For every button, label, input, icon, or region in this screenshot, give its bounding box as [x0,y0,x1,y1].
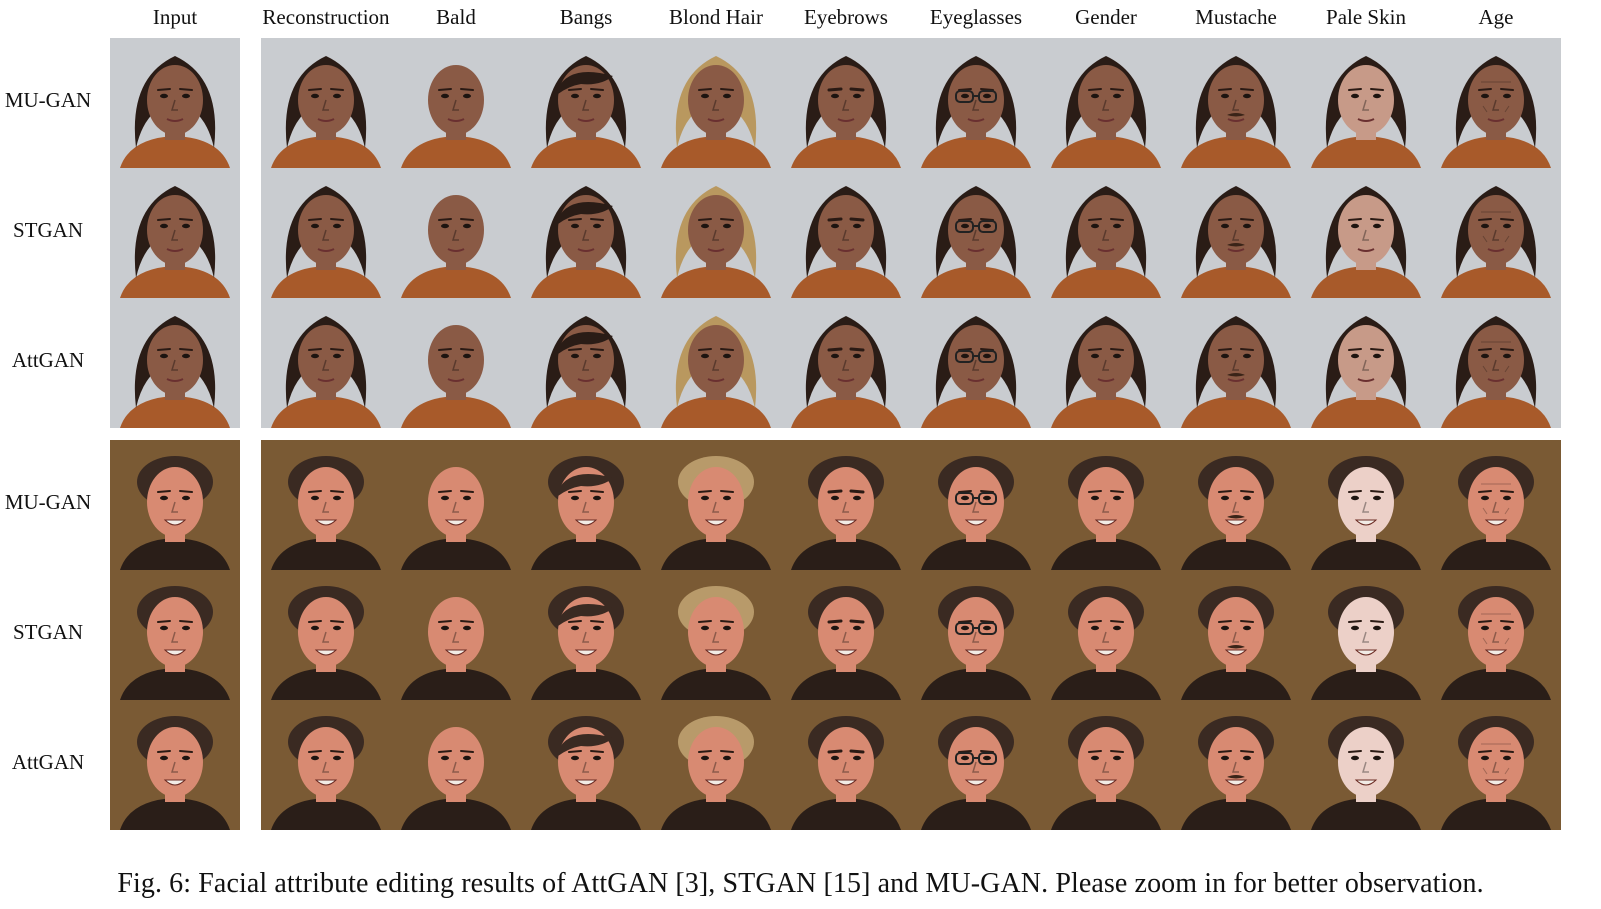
face-smiling-man-stgan-gender [1041,570,1171,700]
face-smiling-man-stgan-eyeglasses [911,570,1041,700]
face-smiling-man-attgan-reconstruction [261,700,391,830]
face-smiling-man-mu-gan-eyeglasses [911,440,1041,570]
face-woman-with-braids-mu-gan-bald [391,38,521,168]
face-smiling-man-attgan-eyebrows [781,700,911,830]
face-smiling-man-mu-gan-bald [391,440,521,570]
face-smiling-man-mu-gan-eyebrows [781,440,911,570]
face-woman-with-braids-stgan-mustache [1171,168,1301,298]
face-smiling-man-mu-gan-gender [1041,440,1171,570]
face-woman-with-braids-stgan-blond-hair [651,168,781,298]
column-header-mustache: Mustache [1195,5,1277,29]
face-woman-with-braids-mu-gan-eyeglasses [911,38,1041,168]
face-woman-with-braids-mu-gan-input [110,38,240,168]
face-smiling-man-stgan-bald [391,570,521,700]
face-woman-with-braids-attgan-reconstruction [261,298,391,428]
face-woman-with-braids-mu-gan-gender [1041,38,1171,168]
face-woman-with-braids-stgan-input [110,168,240,298]
figure-caption: Fig. 6: Facial attribute editing results… [117,868,1484,899]
face-woman-with-braids-attgan-mustache [1171,298,1301,428]
face-smiling-man-mu-gan-blond-hair [651,440,781,570]
face-smiling-man-mu-gan-bangs [521,440,651,570]
face-smiling-man-attgan-blond-hair [651,700,781,830]
face-woman-with-braids-stgan-age [1431,168,1561,298]
face-woman-with-braids-attgan-input [110,298,240,428]
face-woman-with-braids-attgan-age [1431,298,1561,428]
face-smiling-man-stgan-reconstruction [261,570,391,700]
column-header-age: Age [1478,5,1514,29]
row-label-mu-gan: MU-GAN [4,490,92,514]
row-label-attgan: AttGAN [11,750,85,774]
column-header-gender: Gender [1075,5,1137,29]
column-header-input: Input [152,5,198,29]
face-smiling-man-stgan-age [1431,570,1561,700]
face-woman-with-braids-mu-gan-age [1431,38,1561,168]
row-label-mu-gan: MU-GAN [4,88,92,112]
column-header-reconstruction: Reconstruction [262,5,390,29]
face-woman-with-braids-mu-gan-bangs [521,38,651,168]
face-smiling-man-attgan-eyeglasses [911,700,1041,830]
column-header-eyebrows: Eyebrows [804,5,888,29]
face-woman-with-braids-mu-gan-pale-skin [1301,38,1431,168]
face-smiling-man-attgan-bald [391,700,521,830]
column-header-bangs: Bangs [559,5,613,29]
face-woman-with-braids-attgan-pale-skin [1301,298,1431,428]
face-woman-with-braids-mu-gan-eyebrows [781,38,911,168]
column-header-bald: Bald [436,5,476,29]
face-woman-with-braids-stgan-eyebrows [781,168,911,298]
face-smiling-man-stgan-eyebrows [781,570,911,700]
face-smiling-man-attgan-bangs [521,700,651,830]
face-smiling-man-attgan-mustache [1171,700,1301,830]
column-header-blond-hair: Blond Hair [669,5,763,29]
face-woman-with-braids-stgan-gender [1041,168,1171,298]
row-label-attgan: AttGAN [11,348,85,372]
face-woman-with-braids-mu-gan-mustache [1171,38,1301,168]
face-smiling-man-stgan-bangs [521,570,651,700]
face-woman-with-braids-stgan-bangs [521,168,651,298]
face-woman-with-braids-mu-gan-reconstruction [261,38,391,168]
column-header-eyeglasses: Eyeglasses [929,5,1023,29]
face-smiling-man-mu-gan-mustache [1171,440,1301,570]
face-woman-with-braids-attgan-eyeglasses [911,298,1041,428]
column-header-pale-skin: Pale Skin [1326,5,1406,29]
face-woman-with-braids-stgan-pale-skin [1301,168,1431,298]
face-smiling-man-attgan-pale-skin [1301,700,1431,830]
face-woman-with-braids-attgan-blond-hair [651,298,781,428]
face-smiling-man-mu-gan-reconstruction [261,440,391,570]
row-label-stgan: STGAN [12,218,83,242]
face-woman-with-braids-stgan-eyeglasses [911,168,1041,298]
face-woman-with-braids-attgan-gender [1041,298,1171,428]
face-smiling-man-attgan-input [110,700,240,830]
face-smiling-man-attgan-age [1431,700,1561,830]
face-woman-with-braids-stgan-bald [391,168,521,298]
face-smiling-man-mu-gan-pale-skin [1301,440,1431,570]
face-smiling-man-stgan-input [110,570,240,700]
face-smiling-man-attgan-gender [1041,700,1171,830]
face-smiling-man-stgan-blond-hair [651,570,781,700]
face-woman-with-braids-attgan-bald [391,298,521,428]
face-woman-with-braids-stgan-reconstruction [261,168,391,298]
face-smiling-man-mu-gan-age [1431,440,1561,570]
face-smiling-man-mu-gan-input [110,440,240,570]
face-smiling-man-stgan-mustache [1171,570,1301,700]
face-woman-with-braids-mu-gan-blond-hair [651,38,781,168]
row-label-stgan: STGAN [12,620,83,644]
face-woman-with-braids-attgan-eyebrows [781,298,911,428]
face-woman-with-braids-attgan-bangs [521,298,651,428]
face-smiling-man-stgan-pale-skin [1301,570,1431,700]
